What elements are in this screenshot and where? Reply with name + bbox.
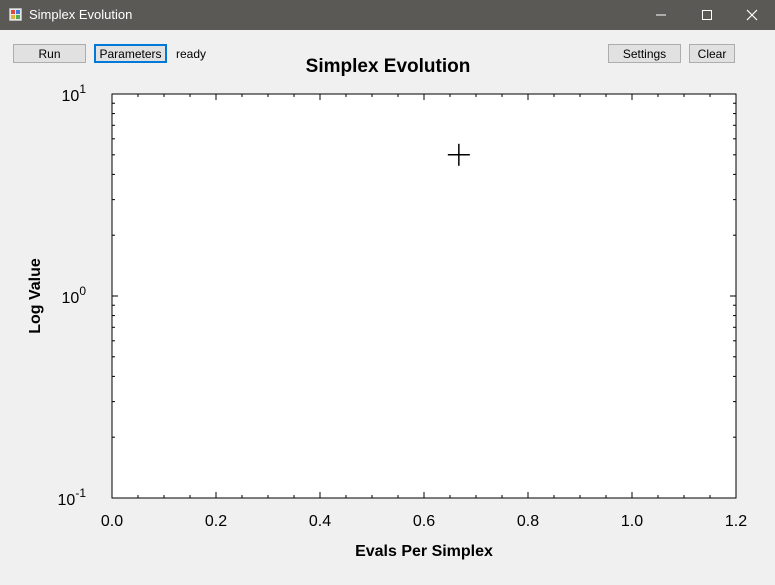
- parameters-button[interactable]: Parameters: [94, 44, 167, 63]
- settings-button[interactable]: Settings: [608, 44, 681, 63]
- chart-title: Simplex Evolution: [306, 56, 471, 77]
- y-tick-label: 101: [62, 82, 87, 105]
- maximize-button[interactable]: [684, 0, 730, 30]
- axis-ticks: [111, 93, 737, 499]
- minimize-button[interactable]: [638, 0, 684, 30]
- x-tick-label: 0.2: [205, 513, 227, 530]
- maximize-icon: [702, 10, 712, 20]
- x-tick-label: 0.6: [413, 513, 435, 530]
- y-axis-label: Log Value: [27, 258, 44, 334]
- app-icon: [9, 8, 22, 21]
- close-button[interactable]: [729, 0, 775, 30]
- data-point-marker: [447, 143, 470, 166]
- minimize-icon: [656, 14, 666, 16]
- x-axis-label: Evals Per Simplex: [355, 543, 493, 560]
- y-tick-label: 10-1: [58, 486, 87, 509]
- y-tick-base: 10: [62, 290, 80, 307]
- y-tick-base: 10: [62, 88, 80, 105]
- y-tick-exponent: 1: [79, 82, 86, 96]
- x-tick-label: 1.0: [621, 513, 643, 530]
- y-tick-base: 10: [58, 492, 76, 509]
- y-tick-label: 100: [62, 284, 87, 307]
- close-icon: [746, 9, 758, 21]
- plot-area: [111, 93, 737, 499]
- data-points: [447, 143, 470, 166]
- y-tick-exponent: 0: [79, 284, 86, 298]
- x-tick-label: 0.4: [309, 513, 331, 530]
- run-button[interactable]: Run: [13, 44, 86, 63]
- window-title: Simplex Evolution: [29, 7, 133, 22]
- x-tick-labels: 0.0 0.2 0.4 0.6 0.8 1.0 1.2: [101, 513, 747, 530]
- x-tick-label: 1.2: [725, 513, 747, 530]
- x-tick-label: 0.0: [101, 513, 123, 530]
- status-label: ready: [176, 47, 207, 61]
- x-tick-label: 0.8: [517, 513, 539, 530]
- clear-button[interactable]: Clear: [689, 44, 735, 63]
- y-tick-exponent: -1: [75, 486, 86, 500]
- title-bar: Simplex Evolution: [0, 0, 775, 30]
